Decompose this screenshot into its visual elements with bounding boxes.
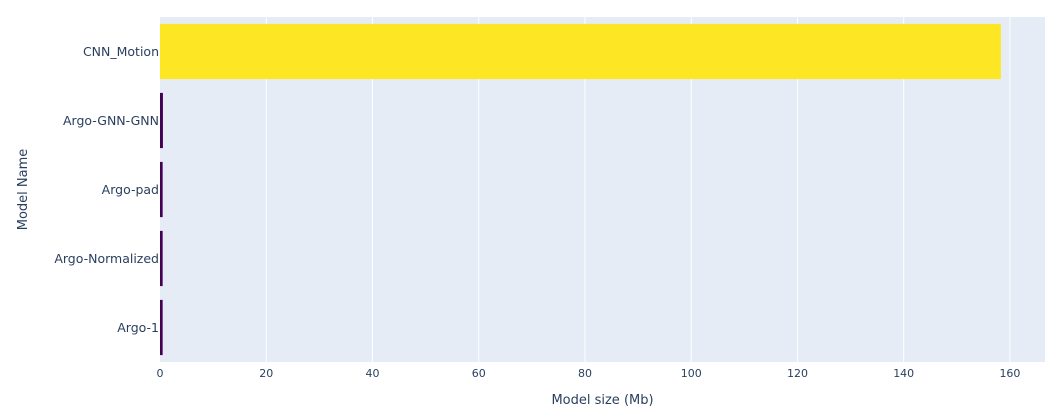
bar-argo-gnn-gnn [160,92,163,149]
y-category-label: CNN_Motion [83,44,159,59]
bar-argo-pad [160,161,163,218]
x-tick-label: 100 [681,367,702,380]
bar-cnn-motion [160,23,1001,80]
y-category-label: Argo-1 [117,320,159,335]
y-category-label: Argo-GNN-GNN [63,113,159,128]
x-tick-label: 0 [157,367,164,380]
bars [160,23,1001,356]
x-tick-label: 60 [472,367,486,380]
x-tick-label: 80 [578,367,592,380]
x-tick-label: 140 [893,367,914,380]
x-tick-labels: 0 20 40 60 80 100 120 140 160 [157,367,1021,380]
x-tick-label: 40 [365,367,379,380]
x-tick-label: 120 [787,367,808,380]
bar-argo-normalized [160,230,163,287]
bar-argo-1 [160,299,163,356]
x-tick-label: 20 [259,367,273,380]
x-tick-label: 160 [999,367,1020,380]
y-category-label: Argo-pad [102,182,159,197]
y-category-label: Argo-Normalized [54,251,159,266]
y-axis-title: Model Name [16,149,31,231]
y-category-labels: CNN_Motion Argo-GNN-GNN Argo-pad Argo-Norma… [54,44,159,335]
x-axis-title: Model size (Mb) [551,393,653,408]
